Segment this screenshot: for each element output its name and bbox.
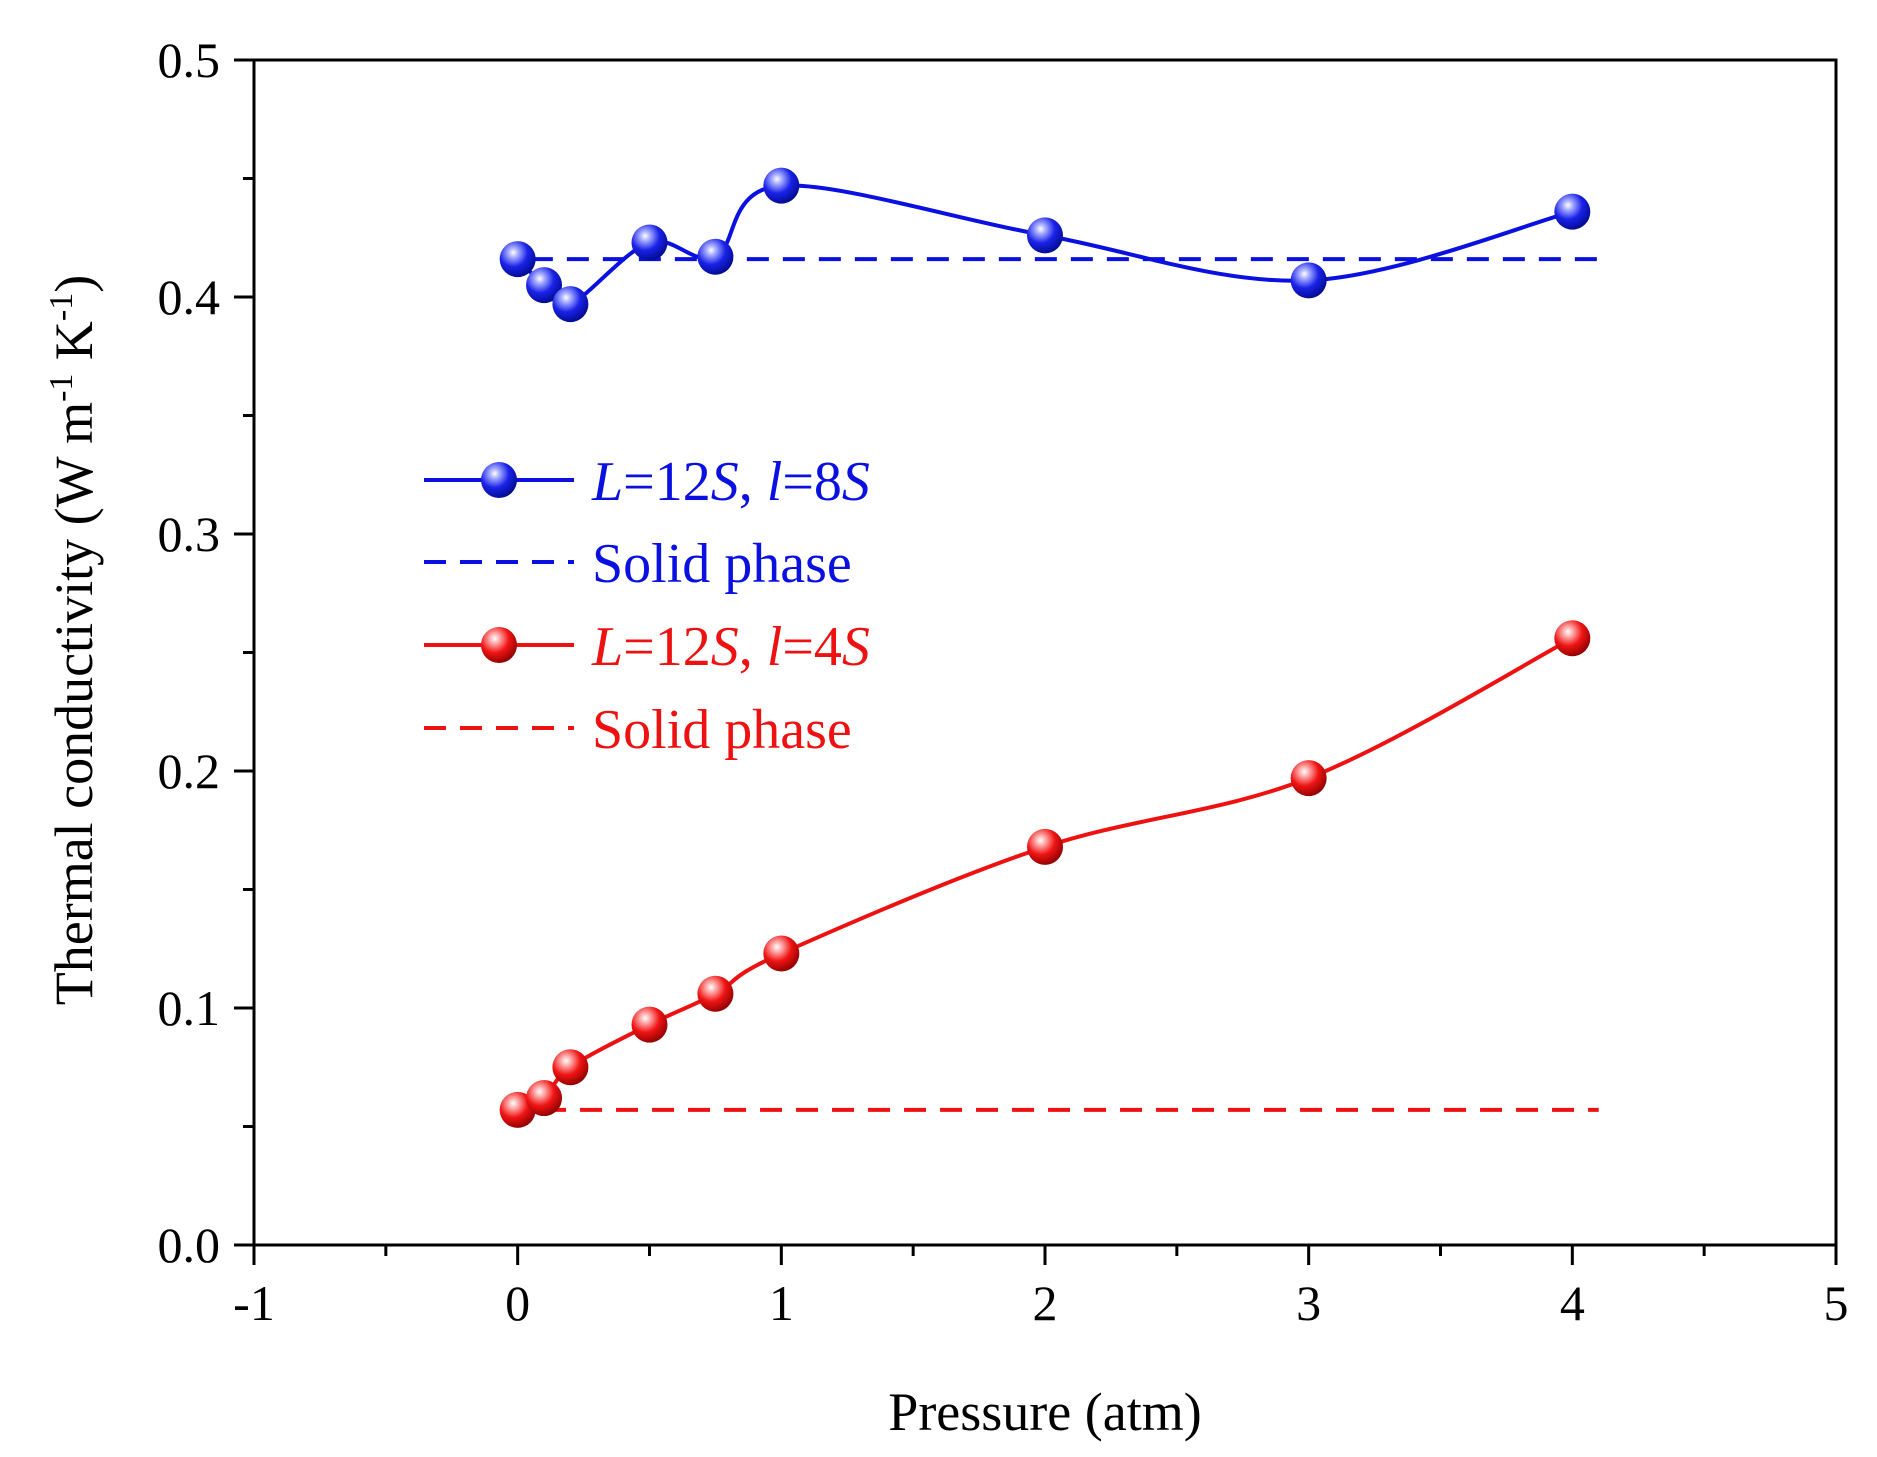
- legend-entry-red-solid: Solid phase: [424, 699, 852, 761]
- legend-label-blue-solid: Solid phase: [592, 533, 852, 595]
- series-0-point: [1290, 262, 1327, 299]
- axes: -1 0 1 2 3 4 5 0.0 0.1 0.2 0.3 0.4 0.5: [158, 32, 1849, 1331]
- series-layer: [499, 167, 1599, 1128]
- series-2-point: [697, 975, 734, 1012]
- legend-label-red-series: L=12S, l=4S: [591, 616, 870, 678]
- x-tick-label: 4: [1560, 1275, 1585, 1331]
- x-tick-label: 5: [1824, 1275, 1849, 1331]
- y-tick-label: 0.4: [158, 269, 221, 325]
- x-axis-title: Pressure (atm): [888, 1382, 1201, 1442]
- y-tick-label: 0.3: [158, 506, 221, 562]
- y-tick-label: 0.1: [158, 980, 221, 1036]
- series-2-point: [1027, 828, 1063, 865]
- series-2-point: [1290, 760, 1327, 797]
- series-0-point: [631, 224, 668, 261]
- y-tick-label: 0.0: [158, 1217, 221, 1273]
- series-0-point: [499, 241, 536, 278]
- series-0-point: [552, 286, 589, 323]
- x-tick-label: 0: [505, 1275, 530, 1331]
- legend-marker-red: [481, 627, 517, 663]
- series-2-point: [763, 935, 800, 972]
- legend-entry-red-series: L=12S, l=4S: [424, 616, 870, 678]
- x-tick-label: 3: [1296, 1275, 1321, 1331]
- legend-label-red-solid: Solid phase: [592, 699, 852, 761]
- x-tick-label: -1: [233, 1275, 275, 1331]
- series-0-point: [526, 267, 563, 304]
- series-2-point: [631, 1006, 668, 1043]
- series-0-point: [697, 238, 734, 275]
- legend: L=12S, l=8S Solid phase L=12S, l=4S Soli…: [424, 451, 870, 761]
- legend-entry-blue-solid: Solid phase: [424, 533, 852, 595]
- series-0-point: [1554, 193, 1591, 230]
- x-tick-label: 2: [1033, 1275, 1058, 1331]
- series-2-point: [1554, 620, 1591, 657]
- y-tick-label: 0.2: [158, 743, 221, 799]
- x-tick-label: 1: [769, 1275, 794, 1331]
- series-0-point: [763, 167, 800, 204]
- y-axis-title: Thermal conductivity (W m-1 K-1): [43, 275, 104, 1005]
- series-2-point: [552, 1049, 589, 1086]
- legend-marker-blue: [481, 462, 517, 498]
- y-tick-label: 0.5: [158, 32, 221, 88]
- legend-label-blue-series: L=12S, l=8S: [591, 451, 870, 513]
- legend-entry-blue-series: L=12S, l=8S: [424, 451, 870, 513]
- series-0-point: [1027, 217, 1063, 254]
- series-2-point: [526, 1080, 563, 1117]
